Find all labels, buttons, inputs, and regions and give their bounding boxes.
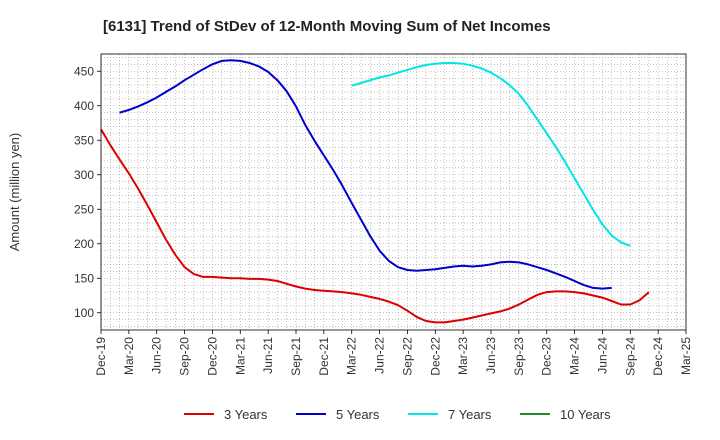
y-tick-label: 450 <box>74 64 94 78</box>
x-tick-label: Sep-20 <box>178 337 192 376</box>
legend-label-10-years: 10 Years <box>560 407 611 422</box>
x-tick-label: Mar-23 <box>456 337 470 375</box>
y-tick-label: 250 <box>74 202 94 216</box>
legend-label-5-years: 5 Years <box>336 407 380 422</box>
x-tick-label: Mar-22 <box>345 337 359 375</box>
x-tick-label: Mar-25 <box>679 337 693 375</box>
y-tick-label: 150 <box>74 271 94 285</box>
x-tick-label: Sep-21 <box>289 337 303 376</box>
x-tick-label: Dec-22 <box>428 337 442 376</box>
series-line-3-years <box>100 128 650 324</box>
x-tick-label: Sep-24 <box>623 337 637 376</box>
series-lines <box>100 59 650 324</box>
y-tick-label: 100 <box>74 306 94 320</box>
plot-frame <box>100 53 687 331</box>
x-tick-label: Mar-24 <box>568 337 582 375</box>
x-tick-label: Jun-24 <box>595 337 609 374</box>
chart-title: [6131] Trend of StDev of 12-Month Moving… <box>103 18 551 35</box>
legend-label-3-years: 3 Years <box>224 407 268 422</box>
x-tick-label: Sep-23 <box>512 337 526 376</box>
y-axis-ticks: 100 150 200 250 300 350 400 450 <box>74 64 101 320</box>
x-tick-label: Jun-23 <box>484 337 498 374</box>
x-tick-label: Dec-19 <box>94 337 108 376</box>
x-tick-label: Dec-20 <box>205 337 219 376</box>
y-tick-label: 300 <box>74 168 94 182</box>
y-tick-label: 350 <box>74 133 94 147</box>
series-line-5-years <box>119 59 612 290</box>
legend-label-7-years: 7 Years <box>448 407 492 422</box>
x-tick-label: Dec-23 <box>540 337 554 376</box>
x-tick-label: Dec-21 <box>317 337 331 376</box>
legend: 3 Years 5 Years 7 Years 10 Years <box>184 407 611 422</box>
grid <box>100 54 687 330</box>
x-tick-label: Mar-21 <box>233 337 247 375</box>
x-axis-ticks: Dec-19 Mar-20 Jun-20 Sep-20 Dec-20 Mar-21 Jun-… <box>94 330 693 376</box>
y-tick-label: 400 <box>74 99 94 113</box>
y-tick-label: 200 <box>74 237 94 251</box>
series-line-7-years <box>351 62 631 247</box>
x-tick-label: Jun-21 <box>261 337 275 374</box>
x-tick-label: Jun-22 <box>373 337 387 374</box>
x-tick-label: Sep-22 <box>400 337 414 376</box>
x-tick-label: Dec-24 <box>651 337 665 376</box>
y-axis-label: Amount (million yen) <box>7 133 22 252</box>
x-tick-label: Mar-20 <box>122 337 136 375</box>
x-tick-label: Jun-20 <box>150 337 164 374</box>
